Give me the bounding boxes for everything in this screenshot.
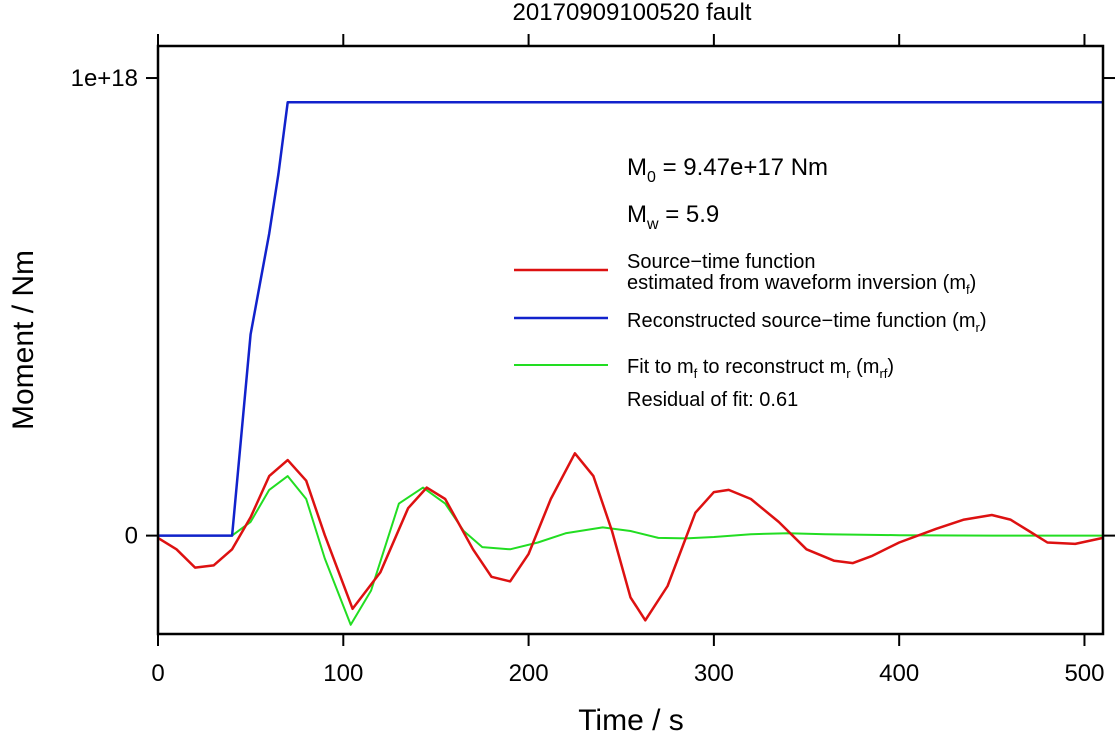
series-line-0 bbox=[157, 452, 1104, 622]
series-line-2 bbox=[158, 475, 1103, 626]
series-line-1 bbox=[158, 101, 1103, 537]
x-tick-label-0: 0 bbox=[151, 660, 164, 687]
x-axis: 0 100 200 300 400 500 bbox=[151, 34, 1104, 687]
m0-annotation: M0 = 9.47e+17 Nm bbox=[627, 154, 828, 186]
x-axis-label: Time / s bbox=[578, 704, 684, 736]
residual-annotation: Residual of fit: 0.61 bbox=[627, 389, 798, 411]
mw-annotation: Mw = 5.9 bbox=[627, 201, 719, 233]
x-tick-label-200: 200 bbox=[509, 660, 549, 687]
legend-label-mf-line2: estimated from waveform inversion (mf) bbox=[627, 272, 976, 297]
y-tick-label-1: 1e+18 bbox=[71, 65, 138, 92]
legend-label-mr: Reconstructed source−time function (mr) bbox=[627, 310, 987, 335]
legend-label-mrf: Fit to mf to reconstruct mr (mrf) bbox=[627, 356, 894, 381]
y-axis: 0 1e+18 bbox=[71, 65, 1115, 550]
x-tick-label-400: 400 bbox=[879, 660, 919, 687]
legend: Source−time function estimated from wave… bbox=[514, 251, 987, 411]
y-axis-label: Moment / Nm bbox=[7, 250, 40, 430]
plot-frame bbox=[156, 44, 1105, 636]
x-tick-label-100: 100 bbox=[323, 660, 363, 687]
chart-title: 20170909100520 fault bbox=[513, 0, 752, 26]
x-tick-label-300: 300 bbox=[694, 660, 734, 687]
plot-area bbox=[157, 101, 1104, 626]
legend-label-mf-line1: Source−time function bbox=[627, 251, 815, 273]
y-tick-label-0: 0 bbox=[125, 523, 138, 550]
x-tick-label-500: 500 bbox=[1064, 660, 1104, 687]
